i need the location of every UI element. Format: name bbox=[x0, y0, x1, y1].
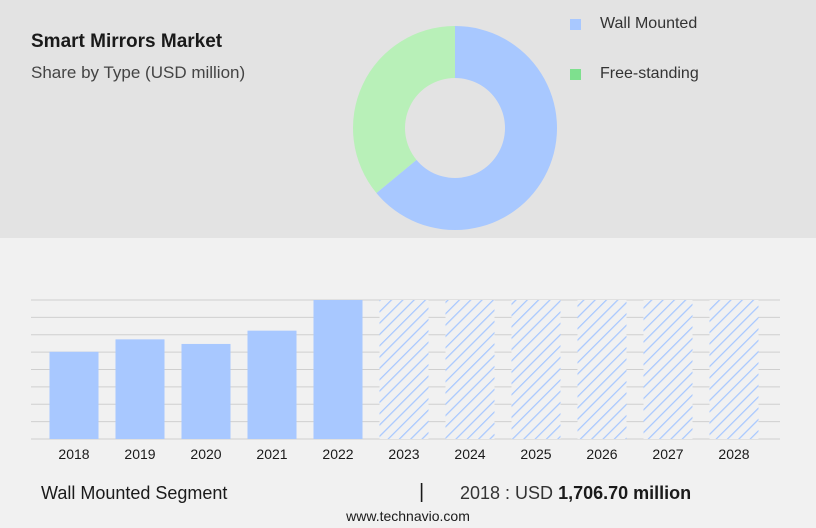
forecast-bar-2025 bbox=[511, 300, 561, 439]
donut-chart bbox=[353, 26, 557, 231]
x-tick-label: 2024 bbox=[454, 446, 485, 462]
forecast-bar-2024 bbox=[445, 300, 495, 439]
forecast-bar-2026 bbox=[577, 300, 627, 439]
x-tick-label: 2021 bbox=[256, 446, 287, 462]
x-tick-label: 2028 bbox=[718, 446, 749, 462]
donut-slice-free-standing bbox=[353, 26, 455, 194]
forecast-bar-2028 bbox=[709, 300, 759, 439]
x-tick-label: 2023 bbox=[388, 446, 419, 462]
x-tick-label: 2022 bbox=[322, 446, 353, 462]
bar-2020 bbox=[181, 343, 231, 439]
x-tick-label: 2026 bbox=[586, 446, 617, 462]
forecast-bar-2027 bbox=[643, 300, 693, 439]
legend-label-free-standing: Free-standing bbox=[600, 65, 699, 82]
footer-segment-label: Wall Mounted Segment bbox=[41, 483, 228, 503]
chart-title: Smart Mirrors Market bbox=[31, 31, 223, 52]
website-link[interactable]: www.technavio.com bbox=[346, 508, 470, 524]
legend-label-wall-mounted: Wall Mounted bbox=[600, 15, 698, 32]
footer-amount: 1,706.70 million bbox=[558, 483, 692, 503]
footer-year-label: 2018 : USD bbox=[460, 483, 554, 503]
bar-chart: 2018 2019 2020 2021 2022 2023 2024 2025 2026 2027… bbox=[31, 299, 780, 462]
donut-slice-wall-mounted bbox=[376, 26, 557, 231]
footer-value: 2018 : USD 1,706.70 million bbox=[460, 483, 691, 504]
legend-item-wall-mounted: Wall Mounted bbox=[570, 14, 697, 34]
legend-swatch-wall-mounted bbox=[570, 18, 581, 30]
bar-2019 bbox=[115, 339, 165, 439]
x-tick-label: 2025 bbox=[520, 446, 551, 462]
x-tick-label: 2020 bbox=[190, 446, 221, 462]
bar-2021 bbox=[247, 330, 297, 439]
x-tick-label: 2018 bbox=[58, 446, 89, 462]
forecast-bar-2023 bbox=[379, 300, 429, 439]
x-tick-label: 2019 bbox=[124, 446, 155, 462]
x-tick-label: 2027 bbox=[652, 446, 683, 462]
chart-subtitle: Share by Type (USD million) bbox=[31, 63, 246, 82]
legend-swatch-free-standing bbox=[570, 68, 581, 80]
bar-2022 bbox=[313, 300, 363, 439]
footer-divider: | bbox=[419, 481, 425, 503]
legend-item-free-standing: Free-standing bbox=[570, 64, 699, 84]
bar-2018 bbox=[49, 351, 99, 439]
